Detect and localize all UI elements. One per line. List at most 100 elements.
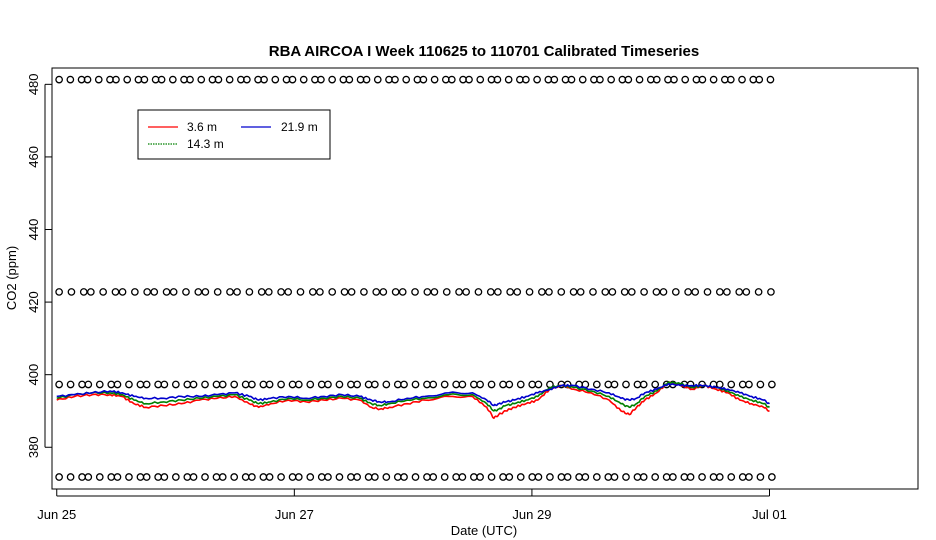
calibration-point — [335, 380, 344, 389]
calibration-point — [218, 380, 227, 389]
calibration-point — [118, 288, 127, 296]
calibration-point — [715, 288, 724, 296]
calibration-point — [494, 288, 502, 296]
calibration-point — [83, 75, 92, 84]
calibration-point — [423, 473, 431, 481]
calibration-point — [452, 473, 461, 481]
calibration-point — [670, 75, 678, 84]
calibration-point — [402, 75, 411, 84]
calibration-point — [194, 288, 203, 296]
calibration-point — [470, 380, 478, 389]
calibration-point — [499, 473, 507, 481]
calibration-point — [723, 288, 731, 296]
calibration-point — [67, 288, 76, 296]
calibration-point — [768, 473, 776, 481]
calibration-point — [430, 288, 439, 296]
calibration-point — [703, 288, 712, 296]
calibration-point — [125, 380, 133, 389]
calibration-point — [671, 288, 680, 296]
calibration-point — [669, 473, 677, 481]
calibration-point — [735, 288, 744, 296]
calibration-point — [150, 288, 159, 296]
calibration-point — [545, 288, 553, 296]
calibration-point — [575, 473, 583, 481]
series-lines — [56, 381, 770, 420]
calibration-point — [324, 380, 332, 389]
calibration-point — [226, 288, 234, 296]
calibration-point — [317, 380, 326, 389]
calibration-point — [84, 380, 93, 389]
calibration-point — [754, 288, 763, 296]
calibration-point — [136, 473, 145, 481]
calibration-point — [233, 288, 241, 296]
calibration-point — [698, 75, 707, 84]
calibration-point — [186, 75, 194, 84]
calibration-point — [257, 288, 266, 296]
calibration-point — [622, 380, 630, 389]
calibration-point — [189, 380, 198, 389]
calibration-point — [353, 380, 361, 389]
calibration-point — [767, 288, 775, 296]
calibration-point — [596, 75, 604, 84]
calibration-point — [411, 288, 419, 296]
calibration-point — [94, 75, 103, 84]
legend-label-21-9m: 21.9 m — [281, 120, 318, 134]
calibration-point — [55, 473, 63, 481]
calibration-point — [259, 380, 268, 389]
calibration-point — [241, 380, 250, 389]
calibration-point — [442, 288, 451, 296]
calibration-point — [627, 288, 636, 296]
x-tick-label: Jun 27 — [275, 507, 314, 522]
calibration-point — [214, 75, 223, 84]
calibration-point — [308, 288, 317, 296]
y-axis-label: CO2 (ppm) — [4, 246, 19, 310]
calibration-point — [557, 473, 566, 481]
calibration-point — [373, 75, 382, 84]
calibration-point — [557, 288, 566, 296]
calibration-point — [248, 473, 256, 481]
calibration-point — [592, 473, 601, 481]
calibration-point — [55, 75, 63, 84]
calibration-point — [107, 380, 116, 389]
calibration-point — [487, 473, 496, 481]
calibration-point — [423, 288, 432, 296]
calibration-point — [288, 473, 297, 481]
calibration-point — [371, 380, 379, 389]
calibration-point — [140, 75, 149, 84]
calibration-point — [340, 288, 349, 296]
calibration-point — [317, 473, 326, 481]
calibration-point — [391, 75, 399, 84]
calibration-point — [99, 288, 108, 296]
calibration-point — [259, 473, 268, 481]
chart-title: RBA AIRCOA I Week 110625 to 110701 Calib… — [269, 43, 700, 60]
calibration-point — [651, 473, 660, 481]
calibration-point — [160, 473, 169, 481]
calibration-point — [684, 288, 692, 296]
calibration-point — [142, 380, 151, 389]
calibration-point — [465, 75, 473, 84]
calibration-point — [476, 75, 485, 84]
calibration-point — [345, 75, 354, 84]
calibration-point — [624, 75, 633, 84]
calibration-point — [756, 380, 765, 389]
calibration-point — [440, 380, 449, 389]
calibration-point — [745, 380, 753, 389]
calibration-point — [364, 473, 373, 481]
calibration-point — [230, 380, 239, 389]
calibration-point — [755, 75, 764, 84]
calibration-point — [154, 380, 162, 389]
calibration-point — [589, 288, 597, 296]
calibration-point — [513, 288, 522, 296]
calibration-point — [182, 288, 190, 296]
calibration-point — [111, 288, 120, 296]
calibration-point — [604, 380, 613, 389]
calibration-point — [505, 473, 514, 481]
calibration-point — [347, 380, 355, 389]
calibration-point — [189, 473, 198, 481]
calibration-point — [709, 473, 718, 481]
calibration-point — [592, 380, 601, 389]
calibration-point — [84, 473, 93, 481]
calibration-point — [727, 473, 736, 481]
calibration-point — [610, 380, 619, 389]
